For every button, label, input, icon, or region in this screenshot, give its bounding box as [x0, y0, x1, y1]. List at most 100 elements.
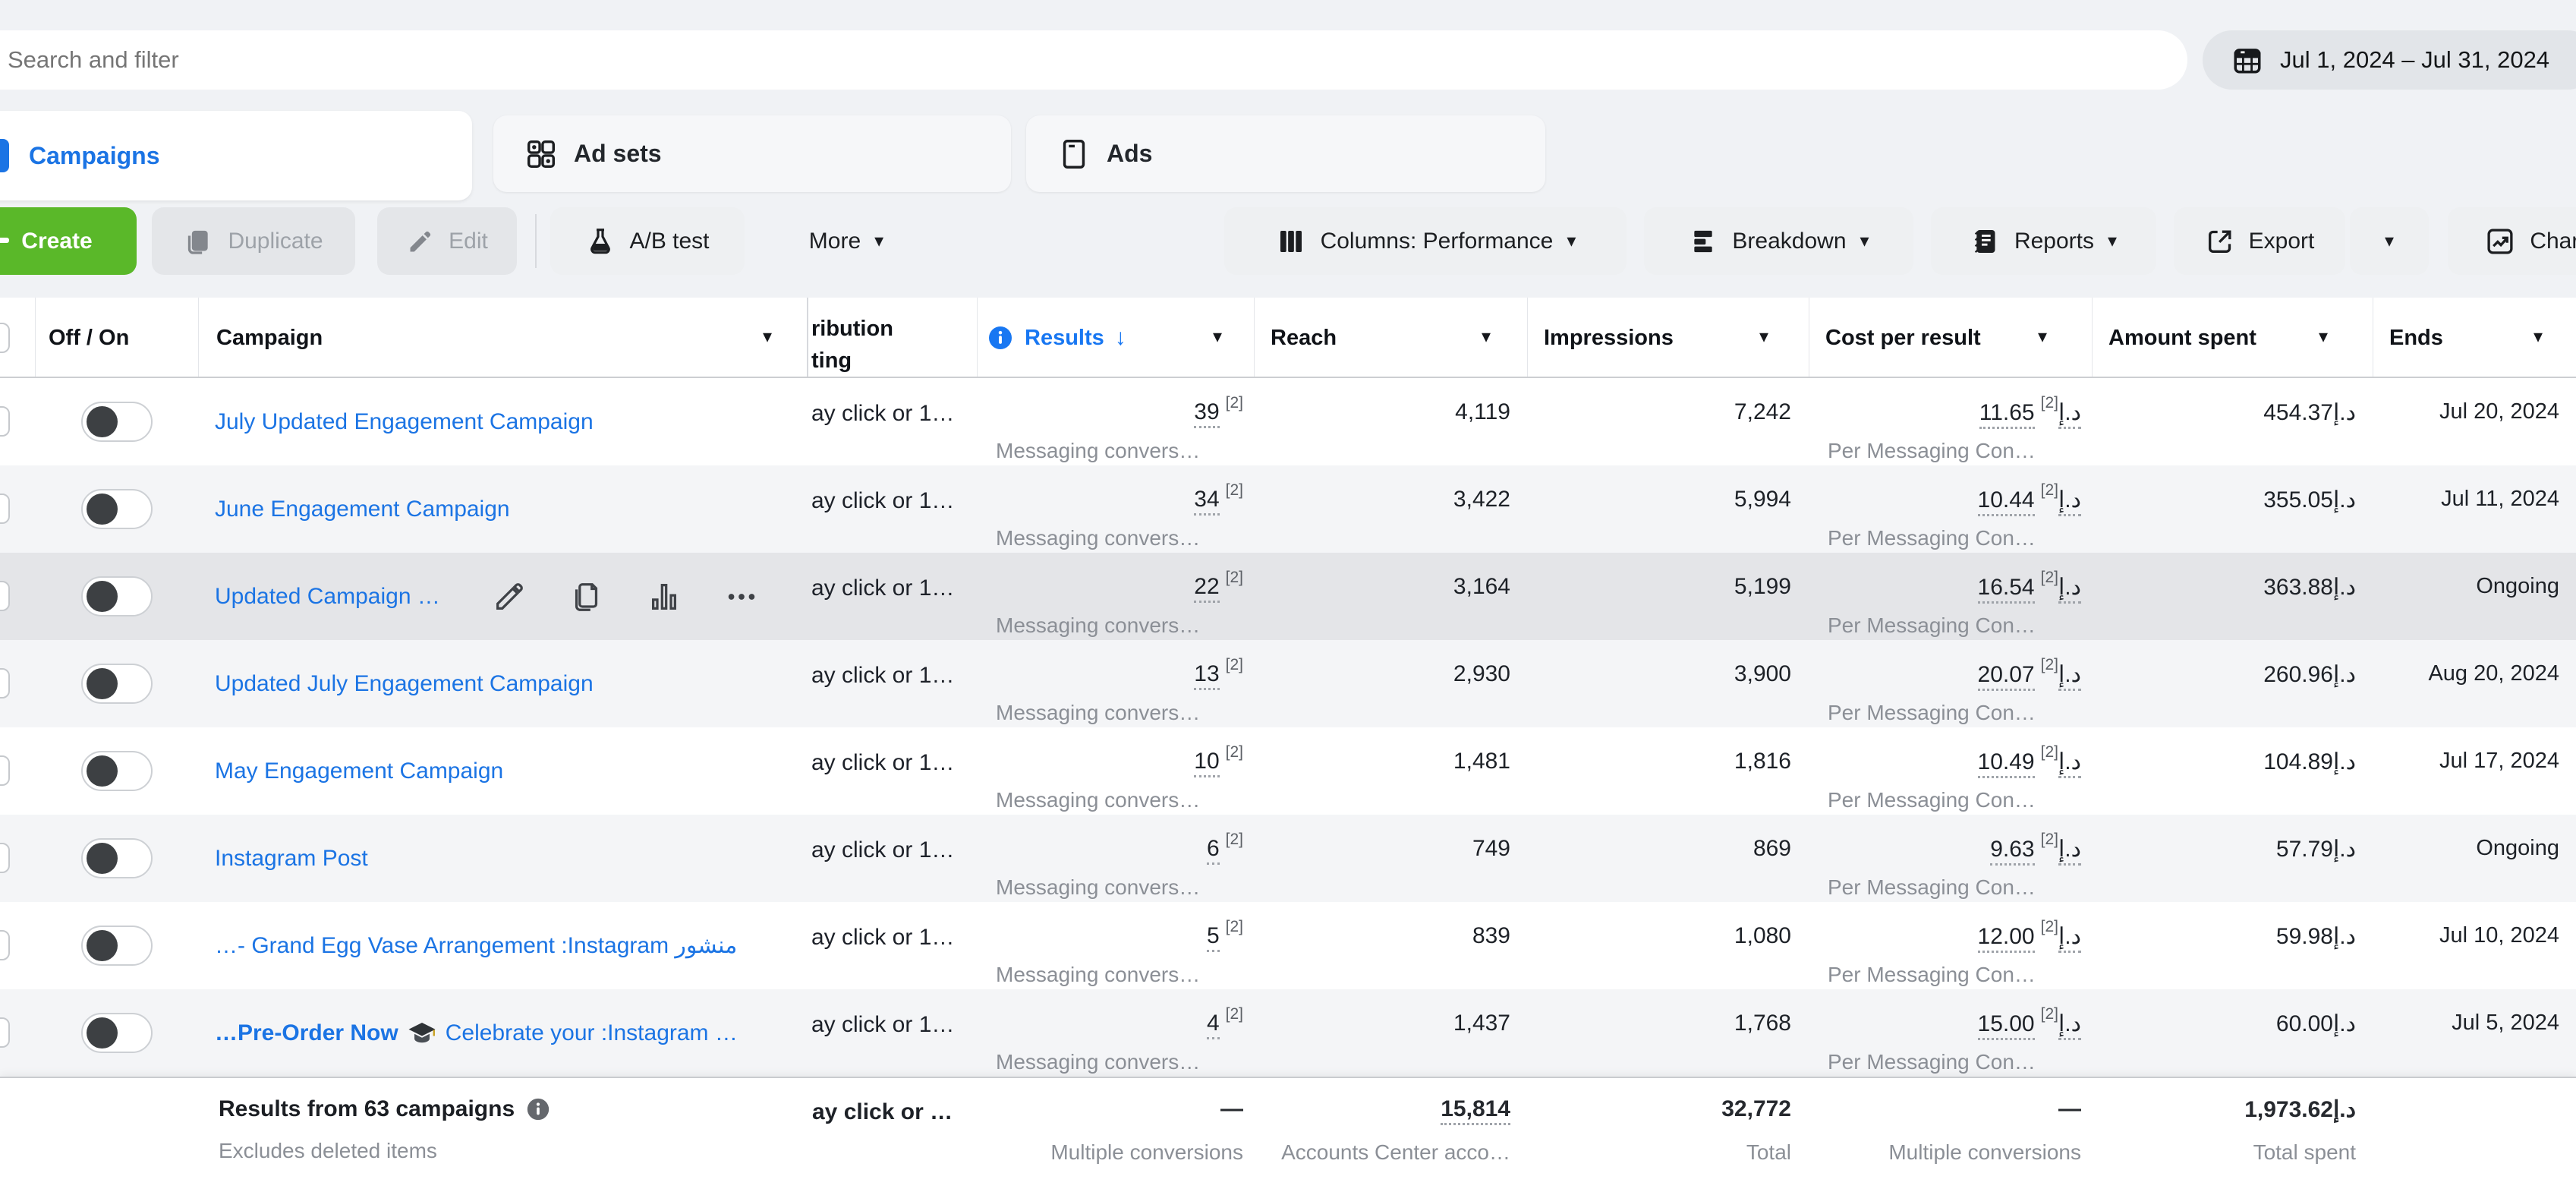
columns-button[interactable]: Columns: Performance ▾	[1224, 207, 1627, 275]
amount-spent-cell: 355.05د.إ	[2263, 487, 2356, 512]
charts-button[interactable]: Chart	[2448, 207, 2576, 275]
more-button[interactable]: More ▾	[774, 207, 918, 275]
header-ends[interactable]: Ends	[2389, 325, 2443, 350]
info-icon[interactable]	[987, 324, 1014, 352]
chevron-down-icon[interactable]: ▾	[2038, 326, 2048, 347]
campaign-toggle[interactable]	[81, 1013, 153, 1053]
chevron-down-icon[interactable]: ▾	[1213, 326, 1223, 347]
duplicate-copy-icon[interactable]	[569, 579, 604, 614]
graduation-cap-icon	[406, 1017, 438, 1049]
date-range-picker[interactable]: Jul 1, 2024 – Jul 31, 2024	[2203, 30, 2576, 90]
toggle-knob	[87, 406, 118, 437]
tab-ad-sets[interactable]: Ad sets	[493, 115, 1011, 192]
row-checkbox[interactable]	[0, 755, 10, 786]
ends-cell: Aug 20, 2024	[2428, 661, 2559, 686]
chevron-down-icon[interactable]: ▾	[2533, 326, 2543, 347]
duplicate-button[interactable]: Duplicate	[152, 207, 355, 275]
campaign-name-link[interactable]: … Pre-Order Now Celebrate your :Instagram…	[215, 989, 738, 1077]
amount-spent-cell: 60.00د.إ	[2275, 1011, 2356, 1036]
view-charts-icon[interactable]	[647, 579, 682, 614]
header-impressions[interactable]: Impressions	[1544, 325, 1674, 350]
results-cell: 6 [2]	[987, 831, 1243, 865]
row-checkbox[interactable]	[0, 494, 10, 524]
reports-button[interactable]: Reports ▾	[1931, 207, 2156, 275]
campaign-toggle[interactable]	[81, 838, 153, 878]
chevron-down-icon[interactable]: ▾	[1482, 326, 1491, 347]
campaign-toggle[interactable]	[81, 926, 153, 966]
chevron-down-icon: ▾	[2384, 231, 2395, 251]
edit-pencil-icon[interactable]	[492, 579, 527, 614]
summary-results: —	[1220, 1096, 1243, 1121]
table-row-hovered: Updated Campaign … ay click or 1… 22 [2] …	[0, 553, 2576, 640]
amount-spent-cell: 260.96د.إ	[2263, 662, 2356, 687]
search-input[interactable]	[6, 46, 1973, 74]
attribution-cell: ay click or 1…	[811, 663, 955, 688]
campaign-name-link[interactable]: Updated Campaign …	[215, 583, 440, 609]
edit-button[interactable]: Edit	[377, 207, 517, 275]
chevron-down-icon: ▾	[1860, 231, 1869, 251]
info-icon[interactable]	[525, 1096, 551, 1122]
table-row: May Engagement Campaign ay click or 1… 1…	[0, 727, 2576, 815]
campaign-name-link[interactable]: July Updated Engagement Campaign	[215, 408, 594, 434]
search-and-filter-bar[interactable]	[0, 30, 2187, 90]
chevron-down-icon[interactable]: ▾	[1759, 326, 1769, 347]
ab-test-label: A/B test	[629, 228, 710, 254]
table-row: Updated July Engagement Campaign ay clic…	[0, 640, 2576, 727]
header-campaign[interactable]: Campaign	[216, 325, 323, 350]
export-button[interactable]: Export	[2174, 207, 2345, 275]
chevron-down-icon[interactable]: ▾	[2319, 326, 2329, 347]
calendar-icon	[2231, 44, 2263, 76]
header-results[interactable]: Results ↓	[987, 298, 1126, 378]
sort-descending-icon: ↓	[1114, 325, 1126, 350]
tab-ads[interactable]: Ads	[1026, 115, 1545, 192]
breakdown-button[interactable]: Breakdown ▾	[1644, 207, 1913, 275]
row-checkbox[interactable]	[0, 668, 10, 698]
summary-impressions: 32,772	[1721, 1096, 1791, 1121]
header-attribution-setting[interactable]: ribution ting	[811, 317, 893, 373]
header-amount-spent[interactable]: Amount spent	[2108, 325, 2256, 350]
attribution-cell: ay click or 1…	[811, 1012, 955, 1037]
campaign-name-link[interactable]: May Engagement Campaign	[215, 758, 504, 784]
select-all-checkbox[interactable]	[0, 323, 10, 353]
toggle-knob	[87, 581, 118, 612]
export-icon	[2205, 226, 2235, 257]
row-checkbox[interactable]	[0, 581, 10, 611]
campaign-name-link[interactable]: June Engagement Campaign	[215, 496, 510, 522]
chevron-down-icon[interactable]: ▾	[763, 326, 773, 347]
campaigns-folder-icon	[0, 139, 9, 172]
pencil-icon	[406, 227, 435, 256]
export-options-button[interactable]: ▾	[2350, 207, 2429, 275]
header-cost-per-result[interactable]: Cost per result	[1825, 325, 1981, 350]
create-button[interactable]: Create	[0, 207, 137, 275]
summary-reach-note: Accounts Center acco…	[1281, 1140, 1510, 1164]
tab-campaigns[interactable]: Campaigns	[0, 111, 472, 200]
impressions-cell: 3,900	[1734, 661, 1791, 686]
campaign-toggle[interactable]	[81, 576, 153, 616]
chart-label: Chart	[2530, 228, 2576, 254]
campaign-toggle[interactable]	[81, 489, 153, 529]
cost-note: Per Messaging Con…	[1828, 963, 2036, 986]
more-options-icon[interactable]	[724, 579, 759, 614]
row-checkbox[interactable]	[0, 930, 10, 960]
results-cell: 4 [2]	[987, 1006, 1243, 1039]
cost-per-result-cell: 16.54 د.إ[2]	[1825, 569, 2081, 604]
impressions-cell: 1,816	[1734, 749, 1791, 774]
ab-test-button[interactable]: A/B test	[550, 207, 745, 275]
campaign-name-link[interactable]: Instagram Post	[215, 845, 368, 871]
row-checkbox[interactable]	[0, 1017, 10, 1048]
campaign-name-link[interactable]: Updated July Engagement Campaign	[215, 670, 594, 696]
campaign-toggle[interactable]	[81, 664, 153, 704]
date-range-label: Jul 1, 2024 – Jul 31, 2024	[2280, 46, 2550, 73]
campaign-toggle[interactable]	[81, 402, 153, 442]
tab-campaigns-label: Campaigns	[29, 141, 160, 169]
row-checkbox[interactable]	[0, 406, 10, 437]
results-note: Messaging convers…	[996, 439, 1201, 462]
summary-cost-note: Multiple conversions	[1888, 1140, 2081, 1164]
campaign-toggle[interactable]	[81, 751, 153, 791]
toggle-knob	[87, 494, 118, 525]
row-checkbox[interactable]	[0, 843, 10, 873]
campaign-name-link[interactable]: …- Grand Egg Vase Arrangement :Instagram…	[215, 933, 738, 958]
toggle-knob	[87, 843, 118, 874]
summary-reach: 15,814	[1271, 1096, 1510, 1125]
header-reach[interactable]: Reach	[1271, 325, 1337, 350]
